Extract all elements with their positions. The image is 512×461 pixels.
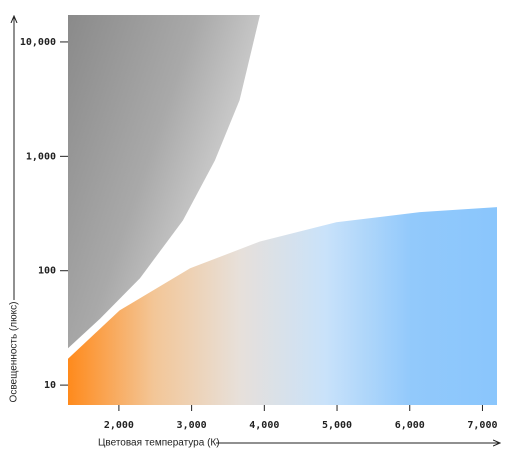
y-tick-label: 10,000 — [20, 37, 56, 48]
region — [68, 207, 497, 405]
x-axis-label: Цветовая температура (К) — [98, 438, 220, 449]
x-tick-label: 2,000 — [104, 420, 134, 431]
x-tick-label: 5,000 — [322, 420, 352, 431]
y-tick-label: 1,000 — [26, 151, 56, 162]
region — [68, 15, 260, 349]
x-tick-label: 3,000 — [177, 420, 207, 431]
y-tick-label: 10 — [44, 380, 56, 391]
x-tick-label: 6,000 — [395, 420, 425, 431]
y-axis-label: Освещенность (люкс) — [9, 302, 20, 403]
y-tick-label: 100 — [38, 266, 56, 277]
x-tick-label: 4,000 — [249, 420, 279, 431]
x-tick-label: 7,000 — [467, 420, 497, 431]
